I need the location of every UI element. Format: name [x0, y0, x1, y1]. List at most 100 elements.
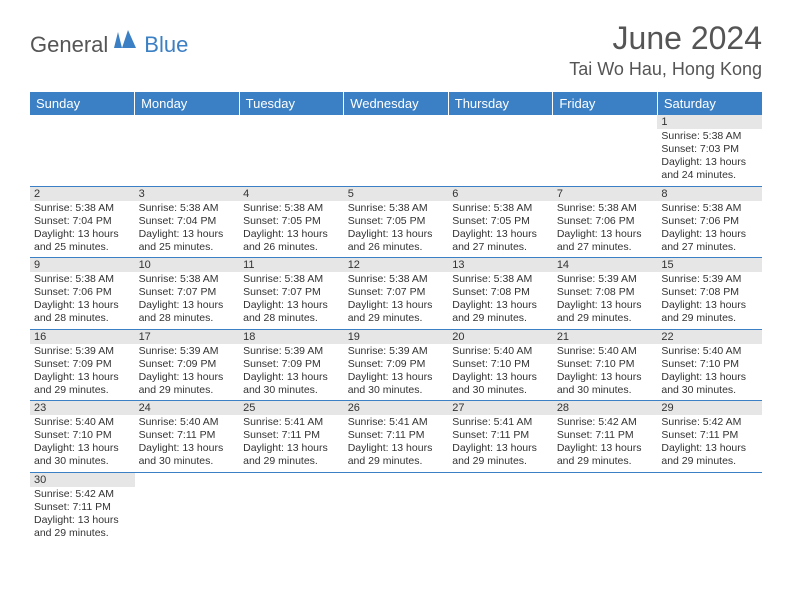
day-cell: Sunrise: 5:38 AMSunset: 7:05 PMDaylight:…: [239, 201, 344, 258]
day-info-line: Sunrise: 5:40 AM: [661, 345, 758, 358]
day-info-line: and 29 minutes.: [34, 384, 131, 397]
day-cell: Sunrise: 5:39 AMSunset: 7:09 PMDaylight:…: [135, 344, 240, 401]
day-info-line: and 29 minutes.: [452, 312, 549, 325]
day-number: 25: [239, 401, 344, 416]
day-number: 17: [135, 329, 240, 344]
day-info-line: Sunset: 7:10 PM: [452, 358, 549, 371]
day-info-line: and 30 minutes.: [34, 455, 131, 468]
day-cell: Sunrise: 5:38 AMSunset: 7:06 PMDaylight:…: [553, 201, 658, 258]
day-number: 18: [239, 329, 344, 344]
day-cell: Sunrise: 5:38 AMSunset: 7:04 PMDaylight:…: [135, 201, 240, 258]
day-info-line: and 26 minutes.: [243, 241, 340, 254]
day-cell: Sunrise: 5:38 AMSunset: 7:03 PMDaylight:…: [657, 129, 762, 186]
week-5-daynum-row: 30: [30, 472, 762, 487]
day-number: 5: [344, 186, 449, 201]
day-info-line: and 30 minutes.: [557, 384, 654, 397]
day-cell: Sunrise: 5:42 AMSunset: 7:11 PMDaylight:…: [30, 487, 135, 544]
week-4-daynum-row: 23242526272829: [30, 401, 762, 416]
day-info-line: Sunrise: 5:38 AM: [557, 202, 654, 215]
day-cell: [30, 129, 135, 186]
day-info-line: Sunrise: 5:42 AM: [557, 416, 654, 429]
day-number: 29: [657, 401, 762, 416]
day-info-line: Daylight: 13 hours: [452, 228, 549, 241]
day-header-tuesday: Tuesday: [239, 92, 344, 115]
day-info-line: and 27 minutes.: [452, 241, 549, 254]
day-info-line: and 30 minutes.: [348, 384, 445, 397]
day-number: 28: [553, 401, 658, 416]
day-cell: Sunrise: 5:39 AMSunset: 7:09 PMDaylight:…: [30, 344, 135, 401]
day-info-line: Sunrise: 5:41 AM: [348, 416, 445, 429]
day-cell: Sunrise: 5:41 AMSunset: 7:11 PMDaylight:…: [448, 415, 553, 472]
day-number: 22: [657, 329, 762, 344]
day-cell: [657, 487, 762, 544]
day-info-line: Sunset: 7:06 PM: [661, 215, 758, 228]
day-info-line: Sunset: 7:07 PM: [348, 286, 445, 299]
day-cell: Sunrise: 5:38 AMSunset: 7:07 PMDaylight:…: [239, 272, 344, 329]
day-info-line: Daylight: 13 hours: [34, 228, 131, 241]
day-info-line: Daylight: 13 hours: [34, 371, 131, 384]
day-number: 20: [448, 329, 553, 344]
day-number: [344, 472, 449, 487]
day-info-line: Sunset: 7:10 PM: [34, 429, 131, 442]
day-info-line: Sunset: 7:11 PM: [34, 501, 131, 514]
day-cell: Sunrise: 5:38 AMSunset: 7:08 PMDaylight:…: [448, 272, 553, 329]
day-info-line: Sunrise: 5:38 AM: [452, 202, 549, 215]
day-info-line: Daylight: 13 hours: [243, 371, 340, 384]
day-number: 24: [135, 401, 240, 416]
week-2-info-row: Sunrise: 5:38 AMSunset: 7:06 PMDaylight:…: [30, 272, 762, 329]
day-info-line: Daylight: 13 hours: [348, 371, 445, 384]
day-info-line: Sunset: 7:06 PM: [557, 215, 654, 228]
day-cell: Sunrise: 5:40 AMSunset: 7:10 PMDaylight:…: [30, 415, 135, 472]
day-cell: [553, 487, 658, 544]
day-cell: [135, 487, 240, 544]
day-info-line: Daylight: 13 hours: [243, 299, 340, 312]
day-info-line: Daylight: 13 hours: [34, 442, 131, 455]
day-info-line: and 26 minutes.: [348, 241, 445, 254]
day-cell: Sunrise: 5:38 AMSunset: 7:05 PMDaylight:…: [448, 201, 553, 258]
location: Tai Wo Hau, Hong Kong: [569, 59, 762, 80]
day-info-line: Sunset: 7:05 PM: [243, 215, 340, 228]
header: General Blue June 2024 Tai Wo Hau, Hong …: [30, 20, 762, 80]
day-info-line: and 29 minutes.: [557, 312, 654, 325]
week-4-info-row: Sunrise: 5:40 AMSunset: 7:10 PMDaylight:…: [30, 415, 762, 472]
day-number: 6: [448, 186, 553, 201]
day-cell: [448, 129, 553, 186]
day-number: 13: [448, 258, 553, 273]
day-number: 14: [553, 258, 658, 273]
day-info-line: and 28 minutes.: [139, 312, 236, 325]
day-info-line: Sunrise: 5:38 AM: [243, 202, 340, 215]
calendar-body: 1 Sunrise: 5:38 AMSunset: 7:03 PMDayligh…: [30, 115, 762, 543]
day-number: [30, 115, 135, 129]
day-info-line: Sunset: 7:08 PM: [452, 286, 549, 299]
day-number: [239, 115, 344, 129]
day-info-line: Daylight: 13 hours: [348, 299, 445, 312]
day-cell: Sunrise: 5:40 AMSunset: 7:10 PMDaylight:…: [553, 344, 658, 401]
day-info-line: Daylight: 13 hours: [557, 299, 654, 312]
day-info-line: Sunset: 7:08 PM: [661, 286, 758, 299]
logo-flag-icon: [114, 30, 140, 53]
day-cell: Sunrise: 5:42 AMSunset: 7:11 PMDaylight:…: [657, 415, 762, 472]
day-number: 9: [30, 258, 135, 273]
day-info-line: Daylight: 13 hours: [661, 442, 758, 455]
day-number: 27: [448, 401, 553, 416]
title-area: June 2024 Tai Wo Hau, Hong Kong: [569, 20, 762, 80]
day-cell: [344, 487, 449, 544]
day-number: [135, 472, 240, 487]
day-info-line: Sunrise: 5:39 AM: [661, 273, 758, 286]
day-header-thursday: Thursday: [448, 92, 553, 115]
month-title: June 2024: [569, 20, 762, 57]
day-info-line: and 30 minutes.: [139, 455, 236, 468]
day-cell: Sunrise: 5:38 AMSunset: 7:06 PMDaylight:…: [30, 272, 135, 329]
calendar-table: SundayMondayTuesdayWednesdayThursdayFrid…: [30, 92, 762, 543]
day-info-line: Sunset: 7:11 PM: [661, 429, 758, 442]
day-info-line: Daylight: 13 hours: [139, 228, 236, 241]
day-info-line: Daylight: 13 hours: [452, 371, 549, 384]
day-number: 21: [553, 329, 658, 344]
day-info-line: Sunrise: 5:38 AM: [139, 273, 236, 286]
day-info-line: Sunset: 7:05 PM: [348, 215, 445, 228]
day-info-line: Sunset: 7:11 PM: [243, 429, 340, 442]
day-info-line: Sunset: 7:03 PM: [661, 143, 758, 156]
day-info-line: and 27 minutes.: [661, 241, 758, 254]
week-1-info-row: Sunrise: 5:38 AMSunset: 7:04 PMDaylight:…: [30, 201, 762, 258]
day-info-line: Sunrise: 5:38 AM: [452, 273, 549, 286]
